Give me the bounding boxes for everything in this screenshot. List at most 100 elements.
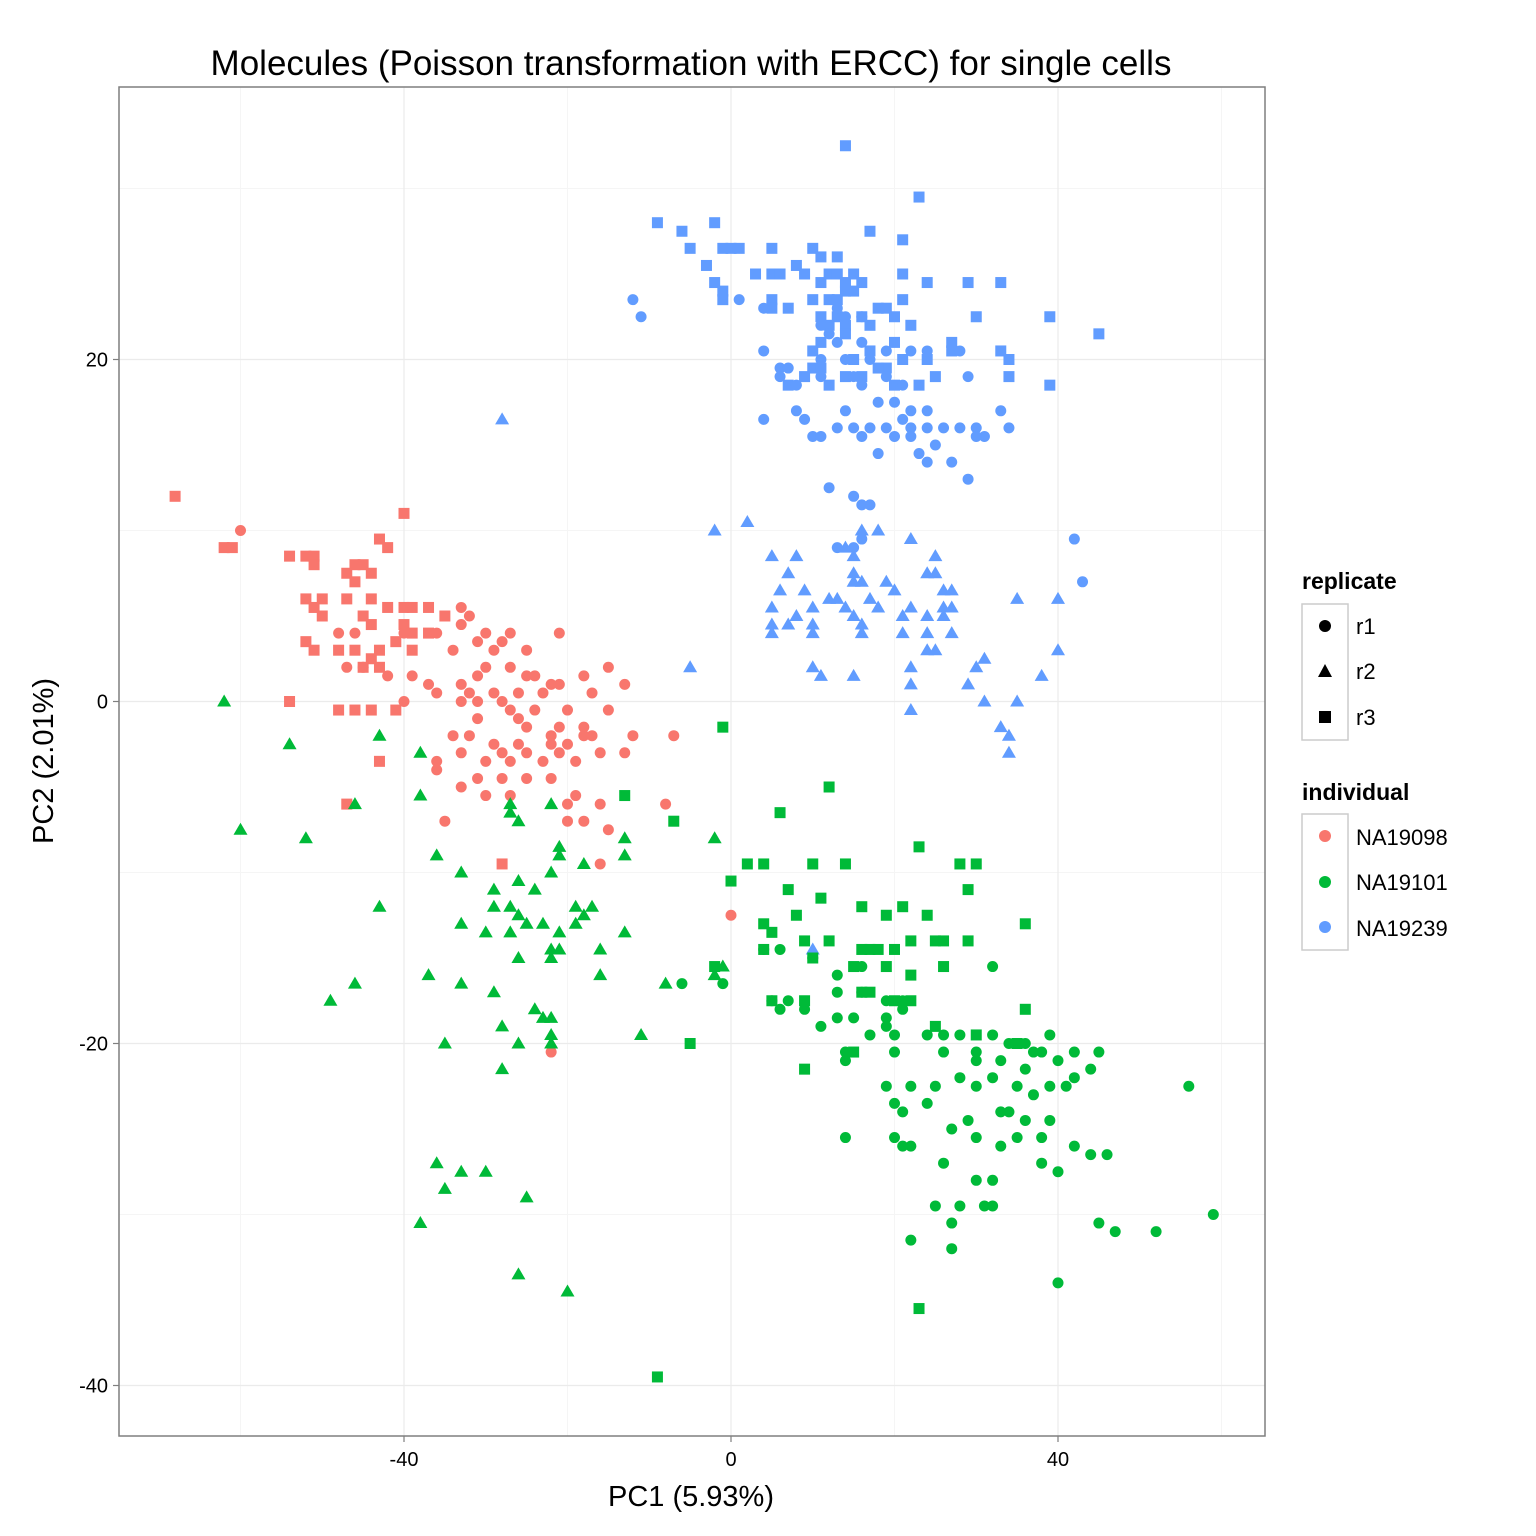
data-point: [455, 747, 467, 759]
data-point: [527, 1002, 542, 1015]
data-point: [889, 430, 900, 442]
data-point: [758, 345, 770, 357]
data-point: [488, 687, 500, 699]
data-point: [1093, 1046, 1105, 1058]
data-point: [995, 277, 1007, 289]
data-point: [496, 858, 508, 870]
data-point: [823, 379, 835, 391]
data-point: [537, 755, 549, 767]
y-axis-title: PC2 (2.01%): [28, 678, 60, 844]
data-point: [758, 413, 770, 425]
data-point: [562, 815, 573, 827]
data-point: [570, 790, 582, 802]
data-point: [1044, 379, 1056, 391]
data-point: [970, 1174, 982, 1186]
data-point: [1044, 1114, 1056, 1126]
data-point: [717, 294, 729, 306]
x-tick-label: 40: [1047, 1449, 1069, 1471]
data-point: [463, 610, 475, 622]
data-point: [413, 788, 428, 801]
data-point: [938, 1046, 950, 1058]
legend: replicate r1 r2 r3 individual NA19098 NA…: [1301, 568, 1448, 951]
data-point: [764, 626, 779, 639]
data-point: [807, 345, 819, 357]
data-point: [578, 730, 590, 742]
data-point: [1003, 1038, 1015, 1049]
data-point: [905, 345, 917, 357]
data-point: [995, 1055, 1007, 1067]
data-point: [1003, 1106, 1015, 1118]
data-point: [382, 670, 394, 682]
data-point: [987, 1072, 999, 1084]
data-point: [504, 627, 516, 639]
data-point: [1010, 591, 1025, 604]
data-point: [946, 336, 958, 348]
data-point: [815, 892, 827, 904]
data-point: [969, 660, 984, 673]
data-point: [774, 807, 786, 819]
data-point: [864, 319, 876, 331]
series-na19098-r1: [235, 525, 737, 1058]
data-point: [913, 379, 925, 391]
data-point: [838, 600, 853, 613]
data-point: [658, 976, 673, 989]
legend-label-na19239: NA19239: [1356, 916, 1448, 941]
data-point: [799, 1003, 811, 1015]
data-point: [854, 617, 869, 630]
data-point: [437, 1036, 452, 1049]
data-point: [905, 422, 917, 434]
data-point: [921, 1097, 933, 1109]
data-point: [864, 943, 876, 955]
data-point: [1109, 1226, 1121, 1238]
data-point: [961, 677, 976, 690]
data-point: [764, 617, 779, 630]
legend-label-r2: r2: [1356, 659, 1376, 684]
data-point: [864, 225, 876, 237]
data-point: [406, 601, 418, 613]
data-point: [413, 745, 428, 758]
data-point: [880, 371, 892, 383]
data-point: [235, 525, 246, 536]
data-point: [553, 721, 565, 733]
data-point: [978, 1200, 990, 1212]
data-point: [962, 935, 974, 947]
data-point: [1101, 1149, 1113, 1161]
data-point: [913, 1303, 925, 1315]
data-point: [226, 542, 238, 554]
data-point: [504, 704, 516, 716]
legend-label-r3: r3: [1356, 705, 1376, 730]
data-point: [766, 242, 778, 254]
data-point: [913, 191, 925, 203]
data-point: [529, 670, 541, 682]
data-point: [897, 379, 909, 391]
data-point: [799, 268, 811, 280]
data-point: [1019, 1003, 1031, 1015]
data-point: [1077, 576, 1089, 588]
data-point: [815, 277, 827, 289]
data-point: [683, 660, 698, 673]
data-point: [1052, 1055, 1064, 1067]
data-point: [773, 583, 788, 596]
data-point: [805, 617, 820, 630]
data-point: [512, 687, 524, 699]
data-point: [627, 730, 639, 742]
data-point: [619, 747, 631, 759]
y-tick-label: 20: [86, 350, 108, 372]
data-point: [897, 995, 909, 1007]
data-point: [880, 422, 892, 434]
data-point: [298, 831, 313, 844]
data-point: [929, 371, 941, 383]
legend-label-na19098: NA19098: [1356, 825, 1448, 850]
data-point: [995, 345, 1007, 357]
data-point: [831, 302, 843, 314]
data-point: [1051, 591, 1065, 604]
data-point: [454, 1164, 469, 1177]
data-point: [830, 591, 845, 604]
data-point: [740, 514, 755, 527]
data-point: [553, 627, 565, 639]
data-point: [707, 968, 722, 981]
data-point: [333, 704, 345, 716]
data-point: [495, 1062, 510, 1075]
data-point: [946, 1123, 958, 1135]
data-point: [823, 935, 835, 947]
